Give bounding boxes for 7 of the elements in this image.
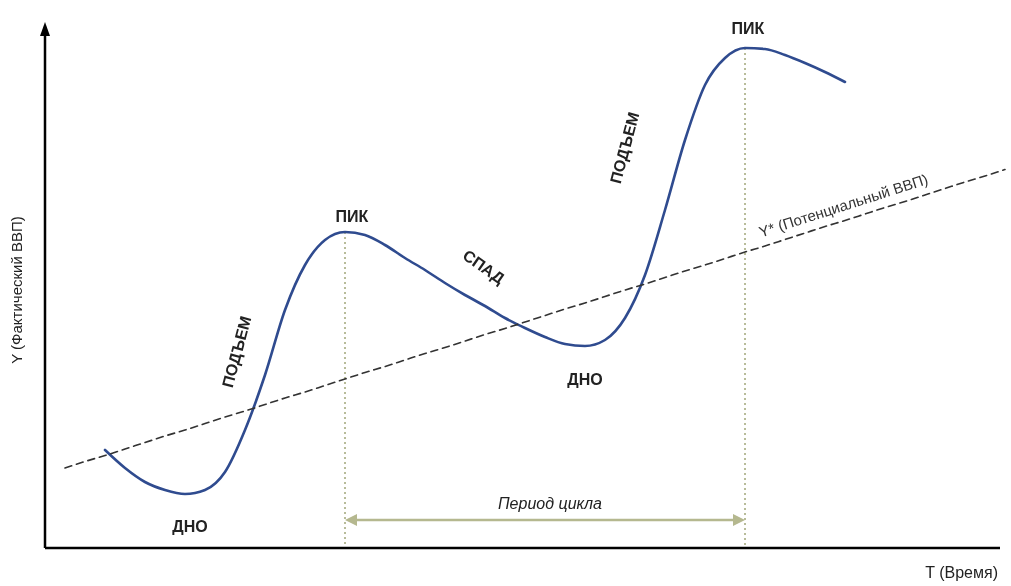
annotation: ПИК <box>335 208 369 226</box>
annotation: ДНО <box>172 518 208 536</box>
annotation: Период цикла <box>498 495 603 513</box>
y-axis-title: Y (Фактический ВВП) <box>8 216 25 364</box>
x-axis-title: T (Время) <box>925 564 998 581</box>
text: ПИК <box>731 20 765 38</box>
annotation: ДНО <box>567 371 603 389</box>
